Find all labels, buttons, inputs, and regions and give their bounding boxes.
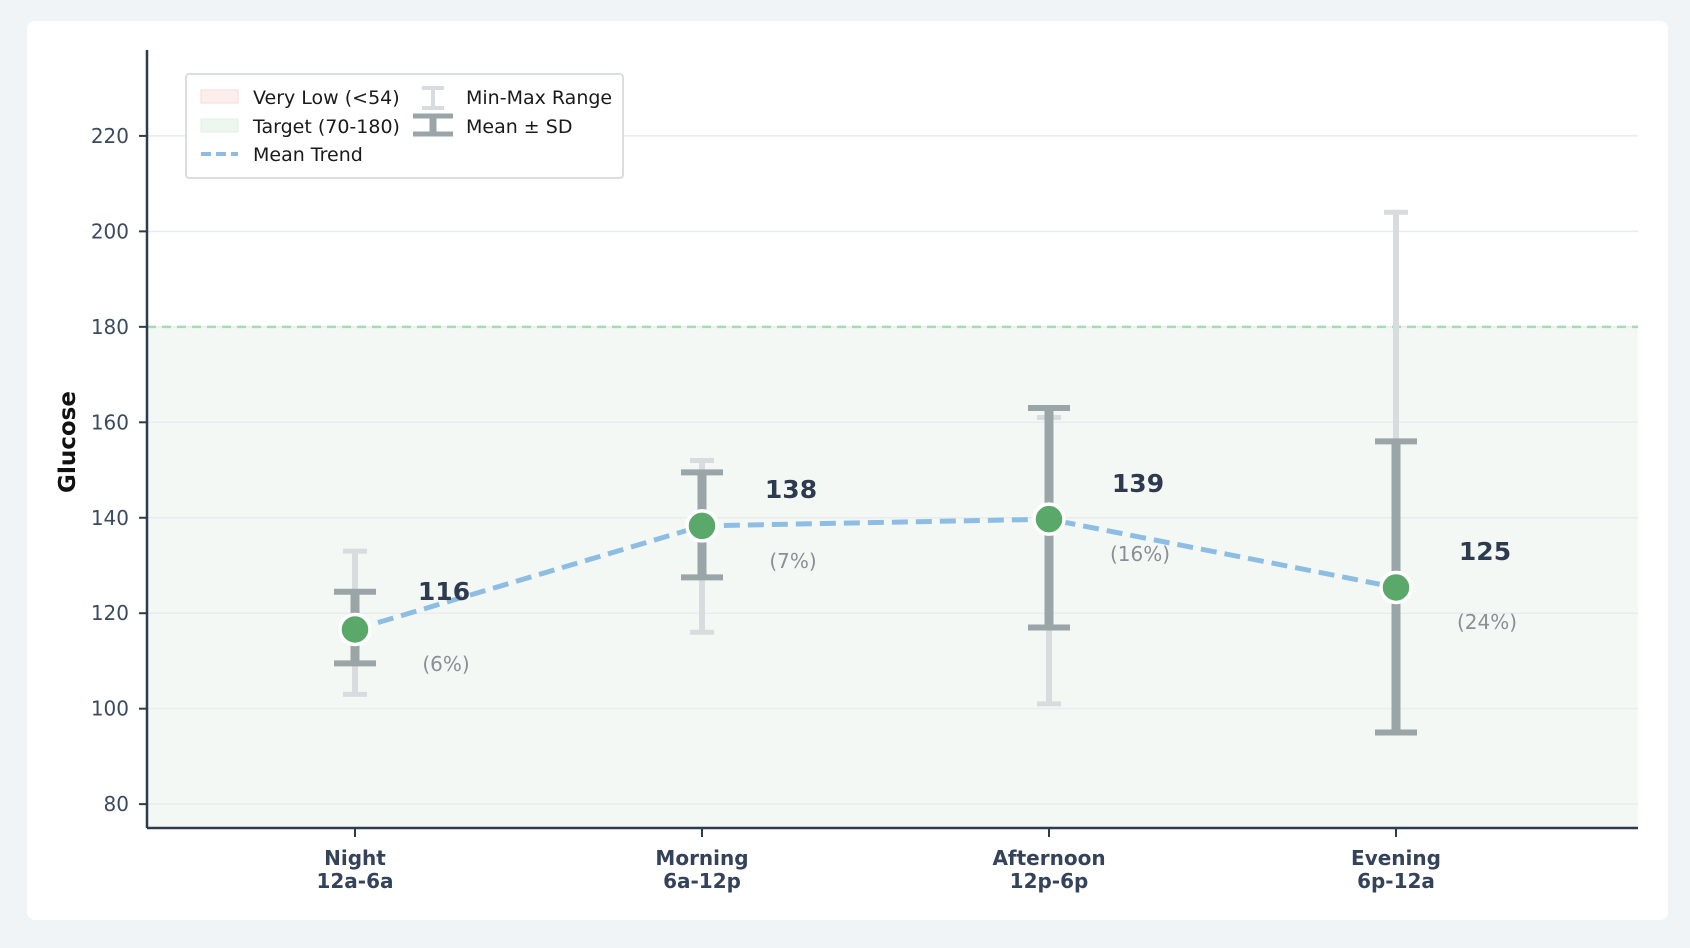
- y-tick-label: 80: [104, 792, 129, 816]
- x-tick-label: Night: [324, 846, 386, 870]
- x-tick-sublabel: 6p-12a: [1357, 869, 1435, 893]
- legend-label: Min-Max Range: [466, 87, 612, 109]
- y-tick-label: 160: [91, 410, 129, 434]
- y-tick-label: 140: [91, 506, 129, 530]
- y-tick-label: 200: [91, 219, 129, 243]
- y-tick-label: 120: [91, 601, 129, 625]
- cv-label: (6%): [422, 652, 469, 676]
- x-tick-sublabel: 12p-6p: [1010, 869, 1089, 893]
- mean-point: [338, 612, 372, 647]
- cv-label: (24%): [1457, 610, 1517, 634]
- y-axis-label: Glucose: [55, 391, 81, 493]
- x-tick-sublabel: 12a-6a: [316, 869, 393, 893]
- legend-label: Target (70-180): [252, 116, 400, 138]
- x-tick-sublabel: 6a-12p: [663, 869, 741, 893]
- legend-label: Very Low (<54): [253, 87, 400, 109]
- mean-point: [685, 509, 719, 543]
- x-tick-label: Evening: [1351, 846, 1441, 870]
- y-axis-ticks: 80 100 120 140 160 180 200 220: [91, 124, 147, 816]
- x-tick-label: Morning: [655, 846, 748, 870]
- mean-value-label: 116: [418, 577, 470, 606]
- x-tick-label: Afternoon: [992, 846, 1105, 870]
- y-tick-label: 180: [91, 315, 129, 339]
- legend-swatch-target: [200, 118, 239, 133]
- mean-points: [338, 502, 1413, 647]
- y-tick-label: 100: [91, 697, 129, 721]
- mean-value-label: 125: [1459, 537, 1511, 566]
- mean-point: [1032, 502, 1066, 536]
- legend-label: Mean ± SD: [466, 116, 572, 138]
- legend-swatch-very-low: [200, 89, 239, 104]
- mean-value-label: 139: [1112, 469, 1164, 498]
- mean-trend-line: [354, 516, 1397, 632]
- legend-label: Mean Trend: [253, 144, 363, 166]
- legend-box: [185, 73, 624, 179]
- legend: Very Low (<54) Target (70-180) Mean Trend M…: [185, 73, 624, 179]
- plot-background: [147, 326, 1638, 828]
- axes: [145, 50, 1638, 830]
- target-range-band: [147, 326, 1638, 828]
- mean-point: [1379, 570, 1413, 605]
- cv-label: (16%): [1110, 542, 1170, 566]
- mean-value-label: 138: [765, 475, 817, 504]
- data-labels: 116 (6%) 138 (7%) 139 (16%) 125 (24%): [418, 469, 1517, 676]
- cv-label: (7%): [769, 549, 816, 573]
- trend-layer: [354, 516, 1397, 632]
- y-tick-label: 220: [91, 124, 129, 148]
